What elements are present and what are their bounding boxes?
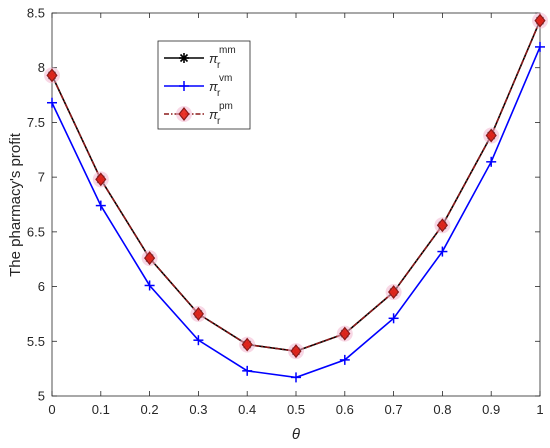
series-layer [44,12,548,383]
legend-box [157,40,251,130]
y-tick-label: 6.5 [27,224,45,239]
diamond-shape [144,251,156,266]
x-tick-label: 0.9 [482,402,500,417]
y-tick-label: 6 [38,279,45,294]
y-axis-label: The pharmacy's profit [7,132,24,277]
diamond-shape [95,172,107,187]
data-point [190,305,207,322]
legend-superscript: mm [219,45,236,56]
x-tick-label: 0.8 [433,402,451,417]
data-point [239,336,256,353]
y-tick-label: 7.5 [27,115,45,130]
series-vm [47,41,545,383]
data-point [336,325,353,342]
plot-area [51,12,541,397]
data-point [437,246,448,257]
data-point [92,171,109,188]
legend-subscript: r [217,60,221,71]
diamond-shape [192,306,204,321]
legend-symbol: π [209,51,218,66]
data-point [141,250,158,267]
diamond-shape [339,326,351,341]
y-tick-label: 8.5 [27,6,45,21]
data-point [47,97,57,108]
data-point [486,156,497,167]
data-point [288,343,304,360]
y-tick-label: 8 [38,60,45,75]
legend-symbol: π [209,79,218,94]
data-point [176,106,192,122]
x-tick-label: 0.3 [189,402,207,417]
x-tick-label: 0.4 [238,402,256,417]
x-tick-label: 0.2 [141,402,159,417]
data-point [179,81,189,91]
data-point [339,354,350,365]
x-tick-label: 0.6 [336,402,354,417]
diamond-shape [178,107,190,121]
x-tick-label: 1 [536,402,543,417]
series-pm [44,12,548,360]
y-tick-label: 5 [38,389,45,404]
asterisk-stroke [179,53,189,63]
data-point [144,280,155,291]
legend-entry-pm: π r pm [164,101,233,127]
data-point [388,313,399,324]
data-point [535,41,545,52]
y-tick-label: 7 [38,170,45,185]
diamond-shape [388,285,400,300]
diamond-shape [534,13,546,28]
data-point [483,127,500,144]
x-tick-label: 0.1 [92,402,110,417]
data-point [193,335,204,346]
x-tick-label: 0 [48,402,55,417]
data-point [95,200,106,211]
legend-subscript: r [217,88,221,99]
data-point [179,53,189,63]
x-axis-ticks: 0 0.1 0.2 0.3 0.4 0.5 0.6 0.7 0.8 0.9 1 [48,13,544,417]
x-tick-label: 0.7 [385,402,403,417]
data-point [434,217,451,234]
legend-symbol: π [209,107,218,122]
legend-entry-vm: π r vm [164,73,232,99]
data-point [242,365,253,376]
legend-superscript: vm [219,73,232,84]
legend-subscript: r [217,116,221,127]
x-axis-label: θ [292,426,300,443]
data-point [532,12,548,29]
legend-superscript: pm [219,101,233,112]
y-tick-label: 5.5 [27,334,45,349]
y-axis-ticks: 5 5.5 6 6.5 7 7.5 8 8.5 [27,6,540,404]
diamond-shape [485,128,497,143]
diamond-shape [436,218,448,233]
diamond-shape [290,344,302,359]
x-tick-label: 0.5 [287,402,305,417]
diamond-shape [46,68,58,83]
data-point [44,67,60,84]
diamond-shape [241,337,253,352]
legend-entry-mm: π r mm [164,45,236,71]
data-point [385,284,402,301]
data-point [291,372,301,383]
